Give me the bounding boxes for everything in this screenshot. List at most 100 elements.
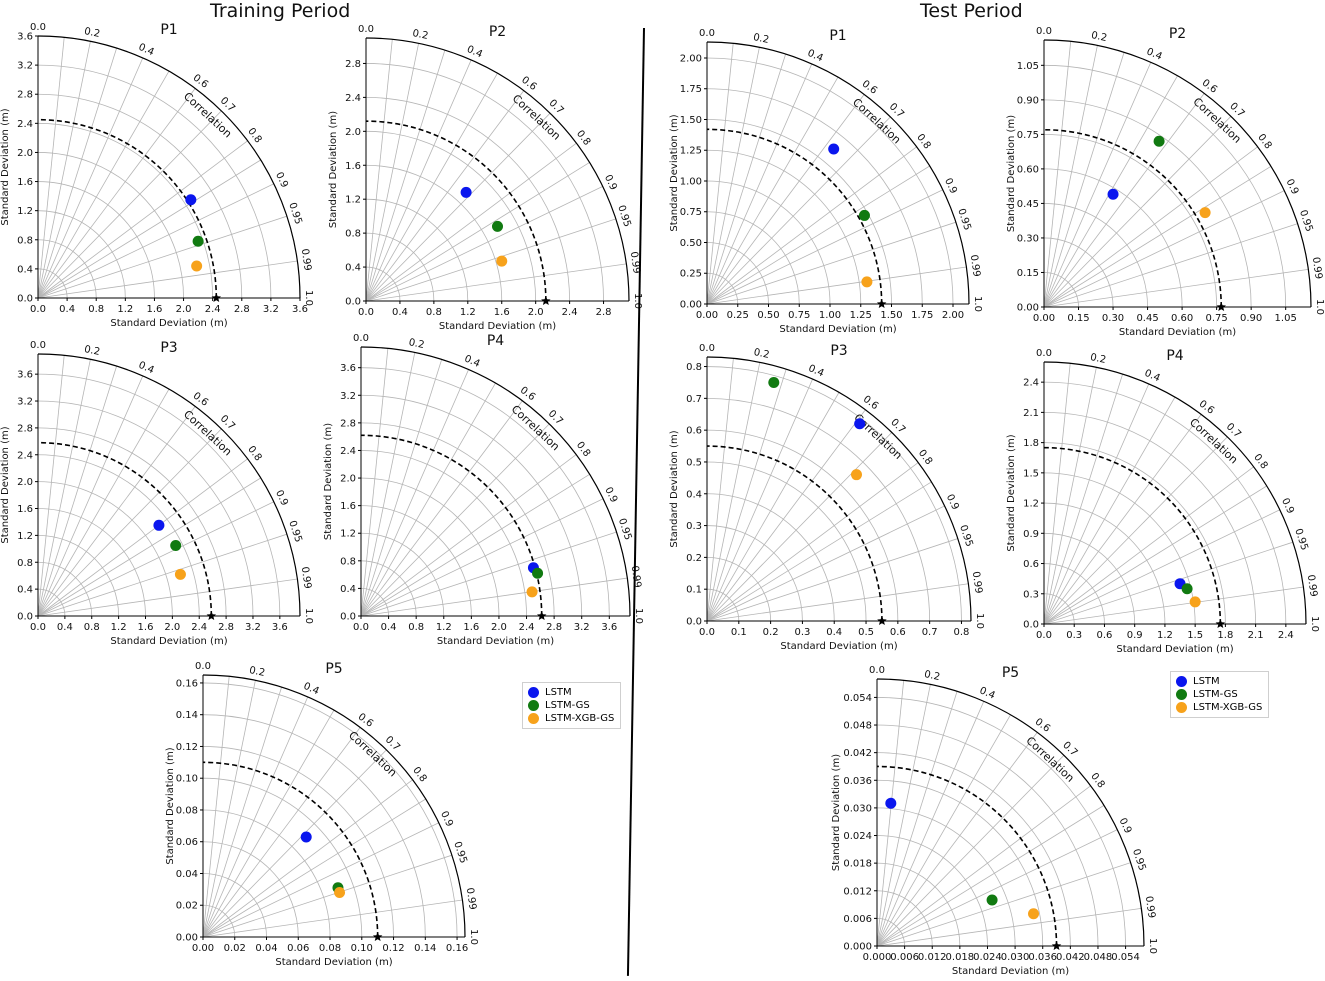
correlation-tick-label: 0.8 [1251,452,1269,471]
x-tick-label: 0.8 [88,304,104,315]
outer-arc [706,356,972,622]
correlation-tick-label: 1.0 [1314,299,1325,315]
y-tick-label: 0.60 [1017,164,1039,175]
std-grid-arc [706,149,862,305]
correlation-grid-line [706,53,786,305]
correlation-grid-line [1043,45,1098,308]
correlation-grid-line [1043,52,1125,308]
correlation-grid-line [37,159,261,299]
correlation-tick-label: 0.99 [464,887,478,911]
correlation-grid-line [706,94,865,305]
correlation-tick-label: 0.6 [861,394,880,412]
correlation-tick-label: 0.6 [518,385,537,403]
correlation-grid-line [1043,62,1152,308]
point-lstm-gs [492,220,503,232]
correlation-grid-line [706,378,813,622]
correlation-grid-line [706,358,734,622]
correlation-grid-line [37,47,117,299]
y-tick-label: 3.6 [340,363,356,374]
x-tick-label: 2.0 [491,622,507,633]
correlation-tick-label: 0.99 [1305,574,1319,598]
correlation-tick-label: 0.6 [356,711,375,729]
y-axis-title: Standard Deviation (m) [1006,434,1017,551]
legend-label-lstm-gs: LSTM-GS [1193,689,1238,700]
taylor-panel-test-p1: 0.000.000.250.250.500.500.750.751.001.00… [669,28,983,335]
std-grid-arc [202,809,331,938]
taylor-panel-training-p4: 0.00.00.40.40.80.81.21.21.61.62.02.02.42… [323,333,644,647]
x-tick-label: 1.6 [494,307,510,318]
correlation-grid-line [360,423,550,617]
std-grid-arc [876,752,1071,947]
std-grid-arc [360,367,610,617]
y-tick-label: 2.4 [340,446,356,457]
correlation-grid-line [706,362,761,622]
x-tick-label: 0.042 [1056,952,1085,963]
x-tick-label: 0.0 [30,622,46,633]
x-tick-label: 1.2 [436,622,452,633]
y-tick-label: 0.0 [17,612,33,623]
std-grid-arc [202,714,426,938]
x-tick-label: 0.4 [392,307,408,318]
correlation-grid-line [37,477,261,617]
reference-star-marker [877,616,887,626]
y-tick-label: 0.006 [843,914,872,925]
correlation-grid-line [360,531,617,617]
correlation-grid-line [37,501,274,617]
x-tick-label: 0.1 [731,627,747,638]
correlation-grid-line [202,899,463,938]
correlation-tick-label: 0.8 [1255,132,1273,151]
x-tick-label: 0.8 [426,307,442,318]
point-lstm-xgb-gs [191,260,203,272]
correlation-tick-label: 0.0 [30,22,46,33]
std-grid-arc [1043,64,1287,308]
correlation-grid-line [876,907,1142,947]
taylor-panel-training-p3: 0.00.00.40.40.80.81.21.21.61.62.02.02.42… [0,340,314,647]
x-tick-label: 1.8 [1217,630,1233,641]
correlation-grid-line [1043,509,1280,625]
x-tick-label: 0.25 [727,310,749,321]
x-tick-label: 1.05 [1275,313,1297,324]
y-tick-label: 1.2 [340,529,356,540]
point-lstm-xgb-gs [1189,596,1201,608]
taylor-panel-test-p4: 0.00.00.30.30.60.60.90.91.21.21.51.51.81… [1006,348,1320,655]
x-tick-label: 0.2 [763,627,779,638]
correlation-grid-line [360,359,443,617]
point-lstm-xgb-gs [1028,908,1040,920]
std-grid-arc [37,400,254,617]
y-tick-label: 0.0 [345,297,361,308]
x-tick-label: 0.024 [973,952,1002,963]
correlation-grid-line [37,215,288,299]
x-tick-label: 0.04 [255,943,277,954]
outer-arc [360,346,631,617]
y-tick-label: 0.6 [1023,559,1039,570]
y-tick-label: 0.042 [843,748,872,759]
correlation-tick-label: 0.99 [629,565,643,589]
y-tick-label: 1.6 [345,161,361,172]
x-tick-label: 0.75 [1205,313,1227,324]
y-tick-label: 0.036 [843,776,872,787]
legend-label-lstm: LSTM [545,687,572,698]
x-axis-title: Standard Deviation (m) [275,957,392,968]
x-tick-label: 0.0 [699,627,715,638]
x-tick-label: 1.25 [850,310,872,321]
x-axis-title: Standard Deviation (m) [110,636,227,647]
y-tick-label: 3.6 [17,32,33,43]
point-lstm-gs [532,567,544,579]
x-tick-label: 0.0 [353,622,369,633]
y-tick-label: 1.8 [1023,438,1039,449]
correlation-grid-line [202,779,413,938]
x-tick-label: 0.4 [59,304,75,315]
correlation-grid-line [706,63,813,305]
point-lstm-gs [1181,583,1193,595]
y-tick-label: 1.6 [17,177,33,188]
y-axis-title: Standard Deviation (m) [669,114,680,231]
std-grid-arc [360,560,417,617]
std-grid-arc [360,422,555,617]
correlation-grid-line [365,73,498,302]
std-grid-arc [1043,168,1183,308]
std-grid-arc [365,164,503,302]
correlation-tick-label: 0.8 [410,765,428,784]
correlation-tick-label: 0.8 [574,128,592,147]
panel-title: P4 [1166,348,1183,364]
x-tick-label: 0.0 [30,304,46,315]
